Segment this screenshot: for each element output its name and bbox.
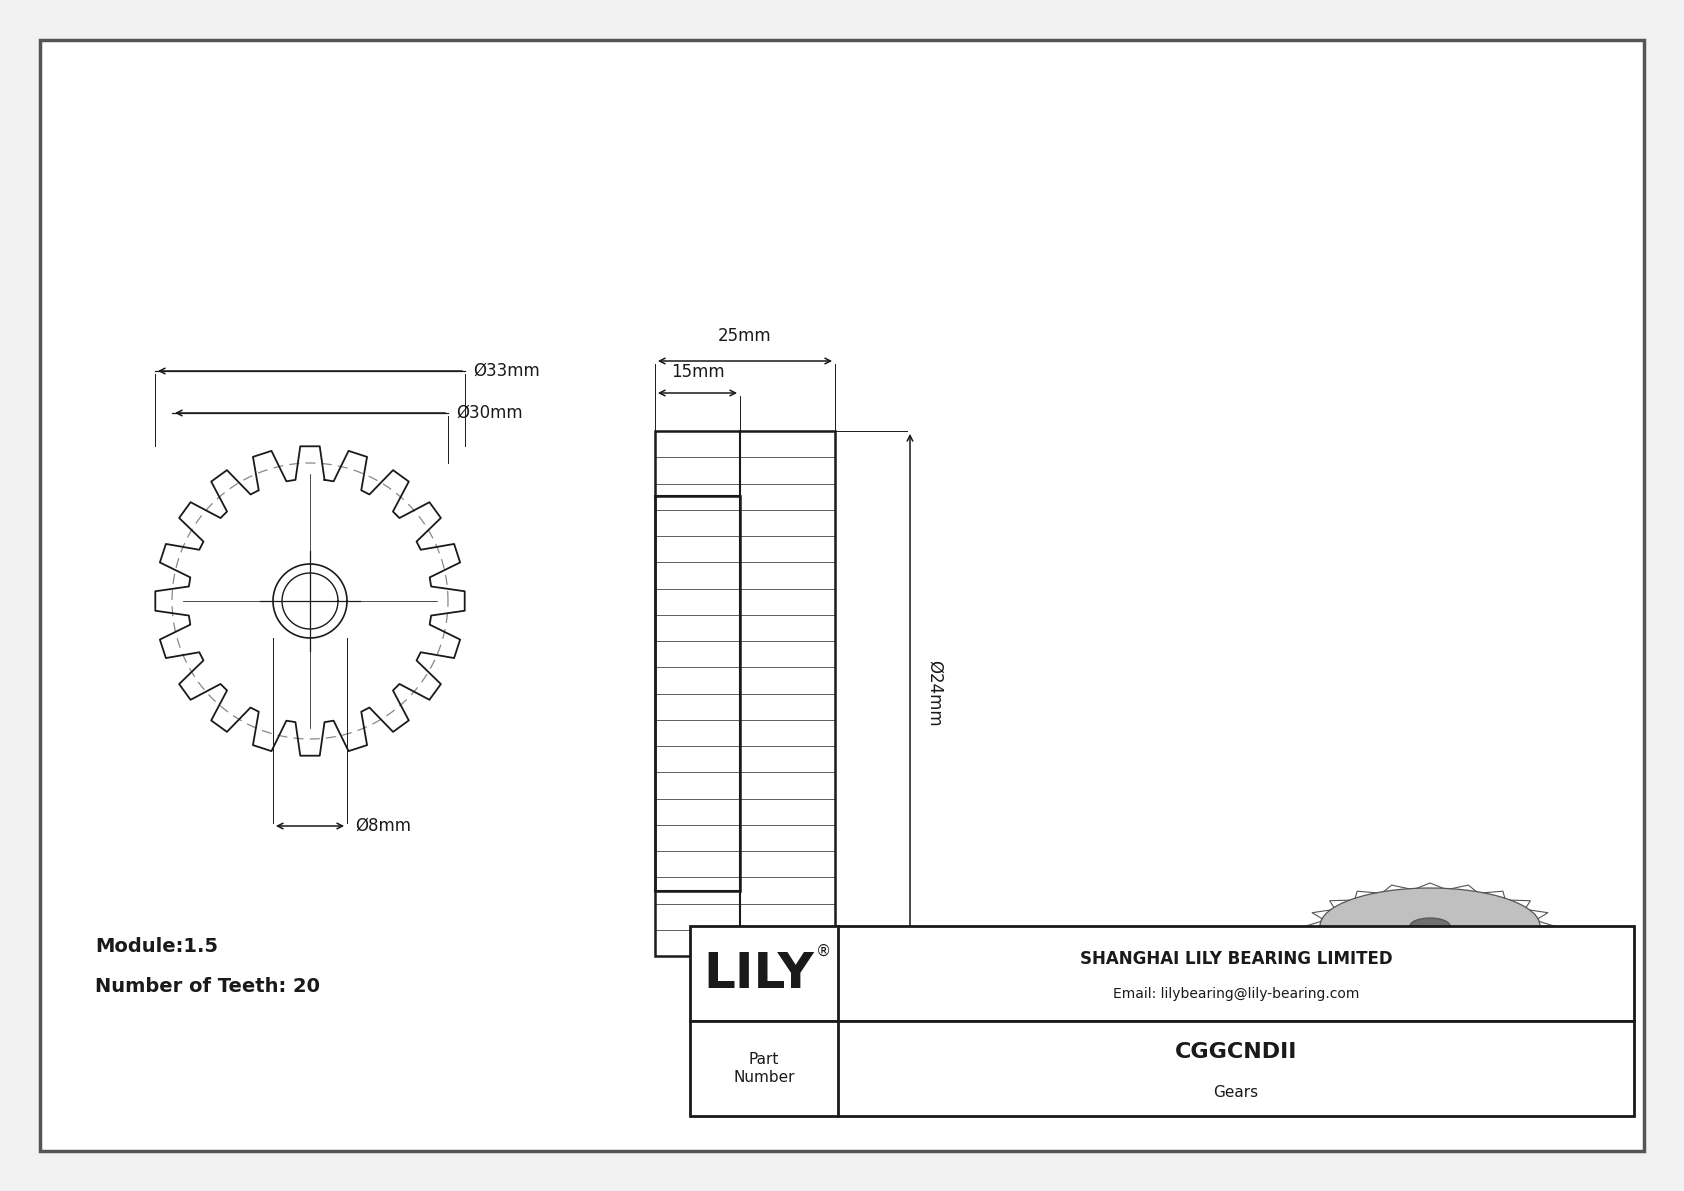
Bar <box>1320 925 1539 1046</box>
Text: Gears: Gears <box>1214 1085 1258 1099</box>
Bar <box>655 431 835 956</box>
Text: Ø33mm: Ø33mm <box>473 362 541 380</box>
Text: Ø8mm: Ø8mm <box>355 817 411 835</box>
Text: Ø30mm: Ø30mm <box>456 404 522 422</box>
Text: Email: lilybearing@lily-bearing.com: Email: lilybearing@lily-bearing.com <box>1113 987 1359 1002</box>
Bar <box>690 1021 1633 1116</box>
Text: 15mm: 15mm <box>670 363 724 381</box>
Text: Module:1.5: Module:1.5 <box>94 936 217 955</box>
Text: 25mm: 25mm <box>717 328 771 345</box>
Text: CGGCNDII: CGGCNDII <box>1175 1042 1297 1062</box>
Text: Ø24mm: Ø24mm <box>926 660 945 727</box>
Ellipse shape <box>1410 918 1450 934</box>
Ellipse shape <box>1320 1008 1539 1084</box>
Text: SHANGHAI LILY BEARING LIMITED: SHANGHAI LILY BEARING LIMITED <box>1079 950 1393 968</box>
Text: Part
Number: Part Number <box>733 1053 795 1085</box>
Bar <box>690 925 1633 1021</box>
Bar <box>655 495 739 891</box>
Text: LILY: LILY <box>704 949 815 998</box>
Text: Number of Teeth: 20: Number of Teeth: 20 <box>94 977 320 996</box>
Text: ®: ® <box>817 944 832 959</box>
Ellipse shape <box>1320 888 1539 964</box>
